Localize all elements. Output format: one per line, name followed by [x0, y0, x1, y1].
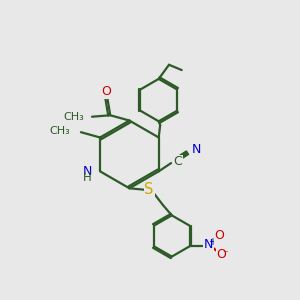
Text: N: N [204, 238, 214, 251]
Text: +: + [208, 237, 216, 247]
Text: C: C [173, 155, 182, 168]
Text: O: O [216, 248, 226, 261]
Text: ⁻: ⁻ [223, 250, 229, 260]
Text: S: S [144, 182, 154, 197]
Text: CH₃: CH₃ [63, 112, 84, 122]
Text: H: H [83, 171, 92, 184]
Text: O: O [101, 85, 111, 98]
Text: N: N [191, 143, 201, 156]
Text: N: N [82, 165, 92, 178]
Text: O: O [214, 229, 224, 242]
Text: CH₃: CH₃ [49, 126, 70, 136]
